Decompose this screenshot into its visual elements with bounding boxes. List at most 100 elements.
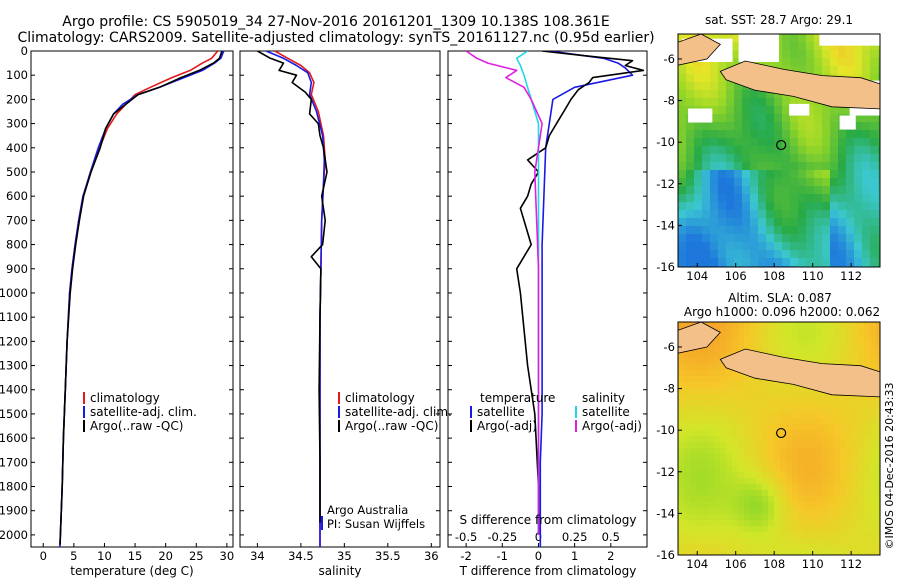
map-cell xyxy=(718,178,726,186)
map-cell xyxy=(726,484,732,490)
map-cell xyxy=(786,430,792,436)
map-cell xyxy=(774,234,782,242)
map-cell xyxy=(684,358,690,364)
map-cell xyxy=(768,478,774,484)
map-cell xyxy=(708,550,714,555)
map-cell xyxy=(798,466,804,472)
map-cell xyxy=(786,442,792,448)
map-cell xyxy=(840,436,846,442)
map-cell xyxy=(830,154,838,162)
map-cell xyxy=(750,170,758,178)
map-cell xyxy=(774,194,782,202)
x-tick-label: 35 xyxy=(337,549,352,563)
map-cell xyxy=(780,382,786,388)
map-cell xyxy=(678,490,684,496)
map-cell xyxy=(846,146,854,154)
map-cell xyxy=(718,122,726,130)
map-cell xyxy=(786,496,792,502)
map-cell xyxy=(834,460,840,466)
map-cell xyxy=(782,146,790,154)
map-cell xyxy=(702,346,708,352)
map-cell xyxy=(720,394,726,400)
map-cell xyxy=(798,514,804,520)
map-cell xyxy=(720,550,726,555)
map-cell xyxy=(726,328,732,334)
map-cell xyxy=(870,532,876,538)
map-cell xyxy=(810,334,816,340)
map-cell xyxy=(762,328,768,334)
map-cell xyxy=(744,532,750,538)
map-cell xyxy=(846,226,854,234)
map-cell xyxy=(814,162,822,170)
map-cell xyxy=(806,162,814,170)
map-cell xyxy=(684,376,690,382)
map-cell xyxy=(744,442,750,448)
map-cell xyxy=(774,218,782,226)
map-cell xyxy=(798,454,804,460)
map-cell xyxy=(678,388,684,394)
map-cell xyxy=(678,496,684,502)
map-cell xyxy=(810,496,816,502)
map-cell xyxy=(756,412,762,418)
map-cell xyxy=(684,466,690,472)
map-cell xyxy=(790,250,798,258)
map-cell xyxy=(810,358,816,364)
map-cell xyxy=(858,340,864,346)
map-cell xyxy=(720,484,726,490)
y-tick-label: 600 xyxy=(6,189,28,203)
map-cell xyxy=(840,532,846,538)
map-cell xyxy=(814,122,822,130)
map-cell xyxy=(684,394,690,400)
cloud-gap xyxy=(688,108,713,123)
map-cell xyxy=(806,154,814,162)
map-cell xyxy=(780,322,786,328)
map-cell xyxy=(718,162,726,170)
x-tick-label: -1 xyxy=(497,549,508,563)
map-cell xyxy=(846,502,852,508)
map-cell xyxy=(846,42,854,50)
map-cell xyxy=(864,478,870,484)
map-cell xyxy=(852,526,858,532)
map-cell xyxy=(854,162,862,170)
map-cell xyxy=(870,114,878,122)
map-cell xyxy=(690,370,696,376)
map-cell xyxy=(750,382,756,388)
map-cell xyxy=(846,328,852,334)
map-cell xyxy=(864,532,870,538)
map-cell xyxy=(876,544,880,550)
map-cell xyxy=(684,382,690,388)
map-cell xyxy=(678,526,684,532)
map-cell xyxy=(846,178,854,186)
map-cell xyxy=(782,58,790,66)
map-cell xyxy=(768,340,774,346)
map-cell xyxy=(742,242,750,250)
map-cell xyxy=(738,436,744,442)
map-cell xyxy=(806,58,814,66)
x-tick-label: 0 xyxy=(535,549,542,563)
map-cell xyxy=(678,508,684,514)
map-cell xyxy=(744,394,750,400)
map-cell xyxy=(798,424,804,430)
map-cell xyxy=(732,334,738,340)
map-cell xyxy=(734,234,742,242)
map-cell xyxy=(678,178,686,186)
map-cell xyxy=(840,424,846,430)
map-cell xyxy=(708,472,714,478)
map-cell xyxy=(734,162,742,170)
map-cell xyxy=(854,234,862,242)
map-cell xyxy=(804,538,810,544)
map-cell xyxy=(678,382,684,388)
map-cell xyxy=(734,218,742,226)
map-cell xyxy=(718,146,726,154)
map-cell xyxy=(726,210,734,218)
map-cell xyxy=(710,74,718,82)
map-cell xyxy=(806,42,814,50)
temperature-legend: climatology satellite-adj. clim. Argo(..… xyxy=(83,391,197,433)
map-cell xyxy=(846,442,852,448)
map-cell xyxy=(864,322,870,328)
map-cell xyxy=(854,114,862,122)
map-cell xyxy=(846,532,852,538)
map-cell xyxy=(876,418,880,424)
map-cell xyxy=(864,550,870,555)
map-cell xyxy=(702,170,710,178)
